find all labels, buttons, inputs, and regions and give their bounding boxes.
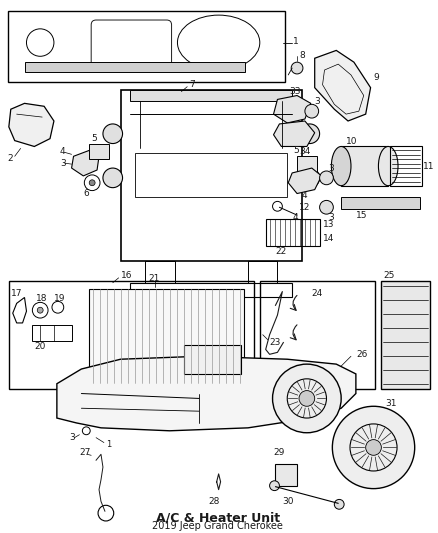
Ellipse shape <box>378 147 398 185</box>
Circle shape <box>37 307 43 313</box>
Text: 12: 12 <box>299 203 311 212</box>
Text: 10: 10 <box>346 137 357 146</box>
Text: 8: 8 <box>299 51 305 60</box>
Text: 4: 4 <box>302 191 307 200</box>
Text: 31: 31 <box>385 399 397 408</box>
Text: 3: 3 <box>60 159 66 168</box>
Text: 1: 1 <box>106 440 111 449</box>
Bar <box>381 281 431 389</box>
Text: 22: 22 <box>276 247 287 256</box>
Text: 11: 11 <box>423 161 434 171</box>
Text: 20: 20 <box>34 342 46 351</box>
Polygon shape <box>288 168 321 193</box>
Text: A/C & Heater Unit: A/C & Heater Unit <box>155 511 280 524</box>
Circle shape <box>299 391 315 406</box>
Text: 5: 5 <box>293 146 299 155</box>
Text: 23: 23 <box>270 338 281 347</box>
Circle shape <box>366 440 381 455</box>
Text: 24: 24 <box>312 289 323 298</box>
Polygon shape <box>315 51 371 121</box>
Text: 27: 27 <box>79 448 91 457</box>
Circle shape <box>320 200 333 214</box>
Bar <box>390 147 421 185</box>
Text: 13: 13 <box>322 221 334 229</box>
Text: 2: 2 <box>8 154 14 163</box>
Bar <box>248 261 277 282</box>
Circle shape <box>103 168 123 188</box>
Text: 4: 4 <box>60 147 65 156</box>
Text: 4: 4 <box>292 213 298 222</box>
Circle shape <box>103 124 123 143</box>
Circle shape <box>300 168 320 188</box>
Bar <box>276 464 297 486</box>
Bar <box>266 219 320 246</box>
Circle shape <box>270 481 279 490</box>
Bar <box>341 147 388 185</box>
Bar <box>297 156 317 172</box>
Text: 18: 18 <box>36 294 48 303</box>
Text: 26: 26 <box>356 350 367 359</box>
Circle shape <box>334 499 344 509</box>
Bar <box>131 90 292 101</box>
Text: 7: 7 <box>189 80 195 89</box>
Bar <box>25 62 245 72</box>
Circle shape <box>332 406 415 489</box>
Text: 3: 3 <box>315 97 321 106</box>
Circle shape <box>291 62 303 74</box>
Text: 1: 1 <box>293 37 299 46</box>
Text: 25: 25 <box>383 271 395 280</box>
Text: 30: 30 <box>283 497 294 506</box>
Bar <box>9 281 254 389</box>
Bar <box>32 325 71 341</box>
Circle shape <box>89 180 95 185</box>
Circle shape <box>320 171 333 185</box>
Text: 9: 9 <box>374 74 379 83</box>
Polygon shape <box>273 95 311 123</box>
Text: 6: 6 <box>83 189 89 198</box>
Text: 5: 5 <box>91 134 97 143</box>
Text: 19: 19 <box>54 294 65 303</box>
Bar <box>260 281 375 389</box>
Bar <box>184 344 241 374</box>
Text: 3: 3 <box>328 164 334 173</box>
Circle shape <box>300 124 320 143</box>
Text: 14: 14 <box>322 234 334 243</box>
Bar <box>341 197 420 209</box>
Text: 3: 3 <box>328 213 334 222</box>
Text: 33: 33 <box>289 87 301 96</box>
Text: 3: 3 <box>70 433 75 442</box>
Polygon shape <box>273 121 315 147</box>
Text: 17: 17 <box>11 289 22 298</box>
Bar <box>89 143 109 159</box>
Text: 21: 21 <box>148 274 159 284</box>
Ellipse shape <box>332 147 351 185</box>
Text: 15: 15 <box>356 211 367 220</box>
Text: 2019 Jeep Grand Cherokee: 2019 Jeep Grand Cherokee <box>152 521 283 531</box>
Polygon shape <box>57 356 356 431</box>
Circle shape <box>272 364 341 433</box>
Bar <box>135 154 287 197</box>
Text: 28: 28 <box>209 497 220 506</box>
Text: 34: 34 <box>299 147 311 156</box>
Circle shape <box>305 104 318 118</box>
Bar <box>120 90 302 261</box>
Bar <box>8 11 285 82</box>
Bar <box>145 261 174 282</box>
Bar <box>131 282 292 297</box>
Polygon shape <box>71 150 99 176</box>
Polygon shape <box>9 103 54 147</box>
Text: 29: 29 <box>273 448 285 457</box>
Bar <box>89 289 244 383</box>
Text: 16: 16 <box>120 271 132 280</box>
